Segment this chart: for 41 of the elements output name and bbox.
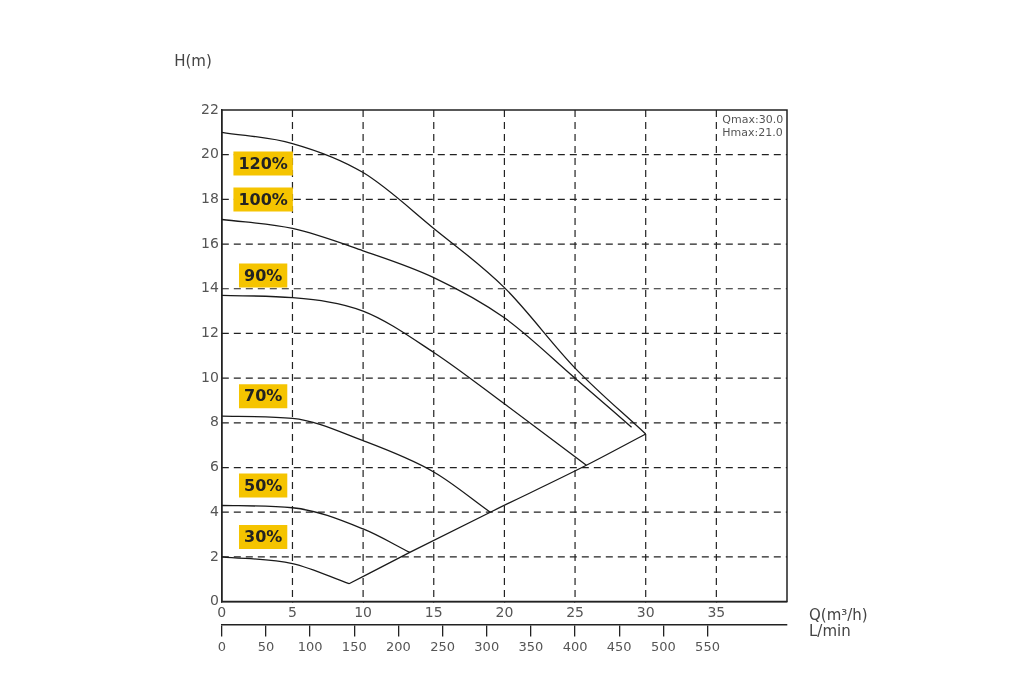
- x2-tick-label: 100: [297, 638, 323, 654]
- x2-tick-label: 350: [518, 638, 544, 654]
- y-tick-label: 20: [200, 145, 219, 162]
- series-label: 90%: [243, 265, 283, 285]
- y-tick-label: 8: [209, 413, 219, 430]
- x-tick-label: 15: [424, 603, 443, 620]
- y-tick-label: 0: [209, 592, 219, 609]
- y-tick-label: 18: [200, 190, 219, 207]
- x2-tick-label: 450: [606, 638, 632, 654]
- x-tick-label: 30: [636, 603, 655, 620]
- annotation: Qmax:30.0: [722, 112, 784, 126]
- series-label: 100%: [238, 189, 288, 209]
- x-tick-label: 5: [288, 603, 297, 620]
- x-tick-label: 10: [354, 603, 373, 620]
- x2-tick-label: 250: [430, 638, 455, 654]
- x2-tick-label: 200: [386, 638, 411, 654]
- x2-tick-label: 400: [562, 638, 588, 654]
- x2-tick-label: 550: [695, 638, 720, 654]
- y-tick-label: 16: [200, 234, 219, 251]
- y-tick-label: 4: [209, 502, 219, 519]
- y-tick-label: 10: [200, 368, 219, 385]
- x-tick-label: 25: [566, 603, 584, 620]
- y-tick-label: 14: [200, 279, 219, 296]
- x-axis-title: Q(m³/h): [809, 606, 868, 625]
- series-label: 50%: [243, 475, 283, 495]
- y-tick-label: 2: [209, 547, 219, 564]
- y-axis-title: H(m): [174, 51, 212, 70]
- x-tick-label: 35: [707, 603, 726, 620]
- x2-tick-label: 150: [341, 638, 367, 654]
- y-tick-label: 6: [209, 458, 219, 475]
- series-label: 70%: [243, 386, 283, 406]
- x2-tick-label: 300: [474, 638, 500, 654]
- series-label: 120%: [238, 153, 288, 173]
- x-tick-label: 20: [495, 603, 514, 620]
- y-tick-label: 22: [200, 100, 219, 117]
- series-label: 30%: [243, 527, 283, 547]
- x2-axis-title: L/min: [809, 622, 851, 641]
- x2-tick-label: 500: [650, 638, 676, 654]
- y-tick-label: 12: [200, 324, 219, 341]
- x2-tick-label: 50: [257, 638, 275, 654]
- annotation: Hmax:21.0: [722, 125, 783, 139]
